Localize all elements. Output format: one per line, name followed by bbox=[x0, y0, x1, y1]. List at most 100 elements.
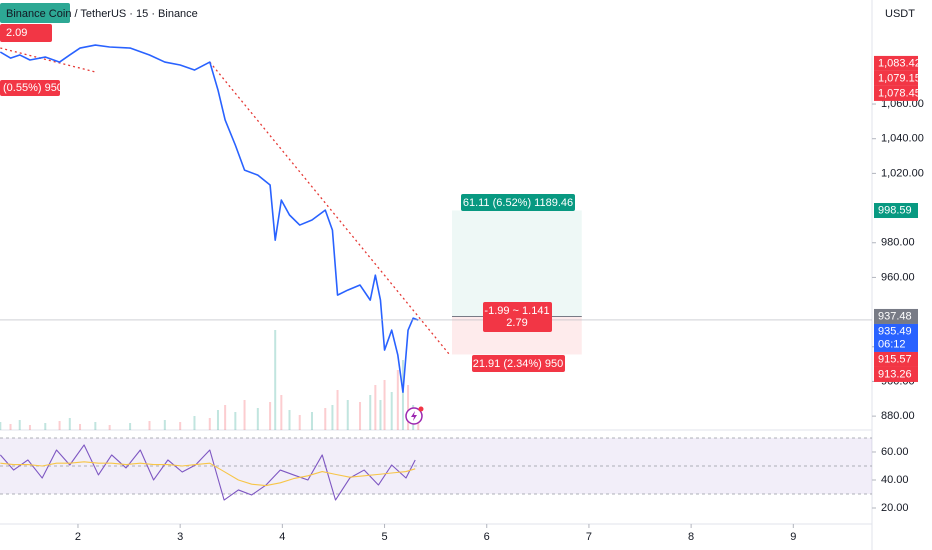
volume-bar bbox=[0, 422, 2, 430]
y-tick-label: 1,020.00 bbox=[881, 167, 924, 179]
volume-bar bbox=[324, 408, 327, 430]
volume-bar bbox=[94, 422, 97, 430]
volume-bar bbox=[58, 421, 61, 430]
price-label-box bbox=[874, 366, 918, 382]
label-box bbox=[472, 355, 565, 372]
x-tick-label: 7 bbox=[586, 531, 592, 543]
volume-bar bbox=[224, 405, 227, 430]
price-label-box bbox=[874, 308, 918, 324]
price-label-box bbox=[874, 70, 918, 86]
label-box bbox=[483, 302, 552, 332]
y-tick-label: 40.00 bbox=[881, 474, 909, 486]
label-box bbox=[461, 194, 575, 211]
y-tick-label: 960.00 bbox=[881, 271, 915, 283]
price-label: 998.59 bbox=[878, 204, 912, 216]
x-tick-label: 8 bbox=[688, 531, 694, 543]
annotation: -1.99 ~ 1.141 bbox=[484, 305, 549, 317]
event-icon-bolt bbox=[411, 411, 417, 421]
x-tick-label: 9 bbox=[790, 531, 796, 543]
y-tick-label: 20.00 bbox=[881, 502, 909, 514]
volume-bar bbox=[269, 402, 272, 430]
y-tick-label: 980.00 bbox=[881, 237, 915, 249]
price-label: 1,078.45 bbox=[878, 87, 921, 99]
volume-bar bbox=[346, 400, 349, 430]
annotation: 61.11 (6.52%) 1189.46 bbox=[463, 197, 573, 209]
volume-bar bbox=[379, 400, 382, 430]
annotation: 2.09 bbox=[6, 27, 27, 39]
target-zone bbox=[451, 210, 582, 317]
volume-bar bbox=[396, 370, 399, 430]
volume-bar bbox=[369, 395, 372, 430]
volume-bar bbox=[298, 415, 301, 430]
event-dot bbox=[418, 406, 424, 412]
volume-bar bbox=[401, 360, 404, 430]
volume-bar bbox=[310, 412, 313, 430]
y-tick-label: 1,040.00 bbox=[881, 133, 924, 145]
price-label-box bbox=[874, 351, 918, 367]
volume-bar bbox=[383, 380, 386, 430]
price-label-box bbox=[874, 203, 918, 219]
volume-bar bbox=[288, 410, 291, 430]
y-tick-label: 60.00 bbox=[881, 446, 909, 458]
volume-bar bbox=[208, 418, 211, 430]
volume-bar bbox=[390, 392, 393, 430]
volume-bar bbox=[216, 410, 219, 430]
y-tick-label: 1,060.00 bbox=[881, 98, 924, 110]
header-badge bbox=[0, 3, 70, 23]
volume-bar bbox=[280, 395, 283, 430]
volume-bar bbox=[256, 408, 259, 430]
price-label: 913.26 bbox=[878, 368, 912, 380]
volume-bar bbox=[179, 422, 182, 430]
x-tick-label: 5 bbox=[381, 531, 387, 543]
annotation: (0.55%) 950 bbox=[3, 82, 63, 94]
series-line bbox=[0, 444, 416, 501]
price-label: 935.49 bbox=[878, 325, 912, 337]
price-label: 1,083.42 bbox=[878, 57, 921, 69]
volume-bar bbox=[9, 424, 12, 430]
annotation: 21.91 (2.34%) 950 bbox=[473, 358, 564, 370]
volume-bar bbox=[148, 421, 151, 430]
label-box bbox=[0, 80, 60, 96]
x-tick-label: 4 bbox=[279, 531, 285, 543]
x-tick-label: 2 bbox=[75, 531, 81, 543]
rsi-band bbox=[0, 437, 872, 494]
volume-bar bbox=[68, 418, 71, 430]
y-tick-label: 880.00 bbox=[881, 410, 915, 422]
volume-bar bbox=[359, 402, 362, 430]
volume-bar bbox=[331, 405, 334, 430]
volume-bar bbox=[274, 330, 277, 430]
volume-bar bbox=[374, 385, 377, 430]
price-label-box bbox=[874, 323, 918, 352]
volume-bar bbox=[243, 400, 246, 430]
volume-bar bbox=[28, 425, 31, 430]
label-box bbox=[0, 24, 52, 42]
volume-bar bbox=[79, 424, 82, 430]
volume-bar bbox=[18, 420, 21, 430]
volume-bar bbox=[44, 423, 47, 430]
chart-title: Binance Coin / TetherUS · 15 · Binance bbox=[6, 8, 198, 20]
x-tick-label: 6 bbox=[484, 531, 490, 543]
axis-unit[interactable]: USDT bbox=[885, 8, 915, 20]
series-line bbox=[0, 461, 416, 487]
trendline bbox=[0, 47, 96, 73]
x-tick-label: 3 bbox=[177, 531, 183, 543]
price-label: 915.57 bbox=[878, 353, 912, 365]
price-label-box bbox=[874, 85, 918, 101]
volume-bar bbox=[234, 412, 237, 430]
volume-bar bbox=[163, 420, 166, 430]
price-label: 937.48 bbox=[878, 310, 912, 322]
trendline bbox=[209, 61, 451, 356]
volume-bar bbox=[108, 425, 111, 430]
volume-bar bbox=[129, 423, 132, 430]
series-line bbox=[0, 44, 419, 394]
marks bbox=[0, 44, 872, 501]
annotation: 2.79 bbox=[506, 317, 527, 329]
volume-bar bbox=[407, 385, 410, 430]
price-label: 1,079.15 bbox=[878, 72, 921, 84]
volume-bar bbox=[336, 390, 339, 430]
volume-bar bbox=[193, 416, 196, 430]
price-label-box bbox=[874, 55, 918, 71]
countdown: 06:12 bbox=[878, 338, 906, 350]
